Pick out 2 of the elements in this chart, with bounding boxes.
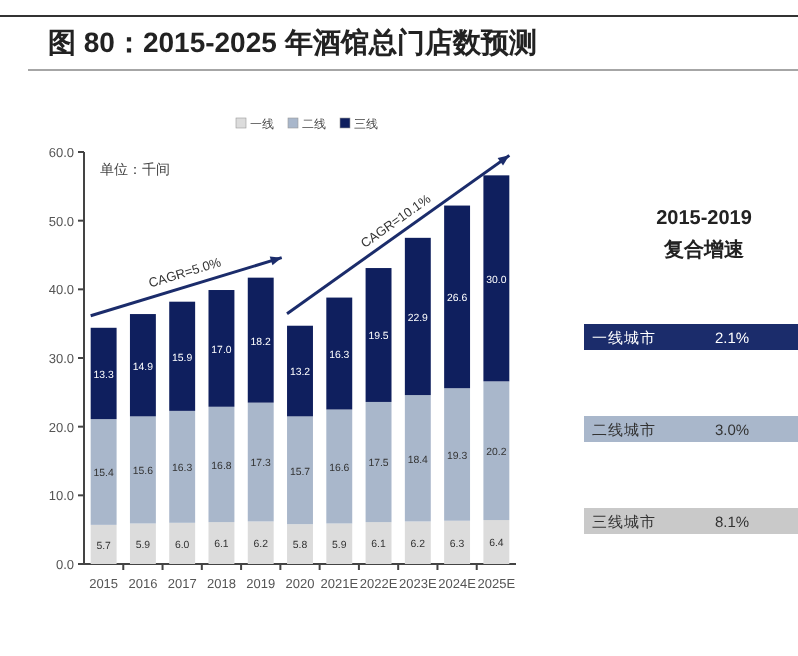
- text: 2015-2019 复合增速: [656, 208, 753, 262]
- chart-title: 图 80：2015-2025 年酒馆总门店数预测: [48, 26, 537, 58]
